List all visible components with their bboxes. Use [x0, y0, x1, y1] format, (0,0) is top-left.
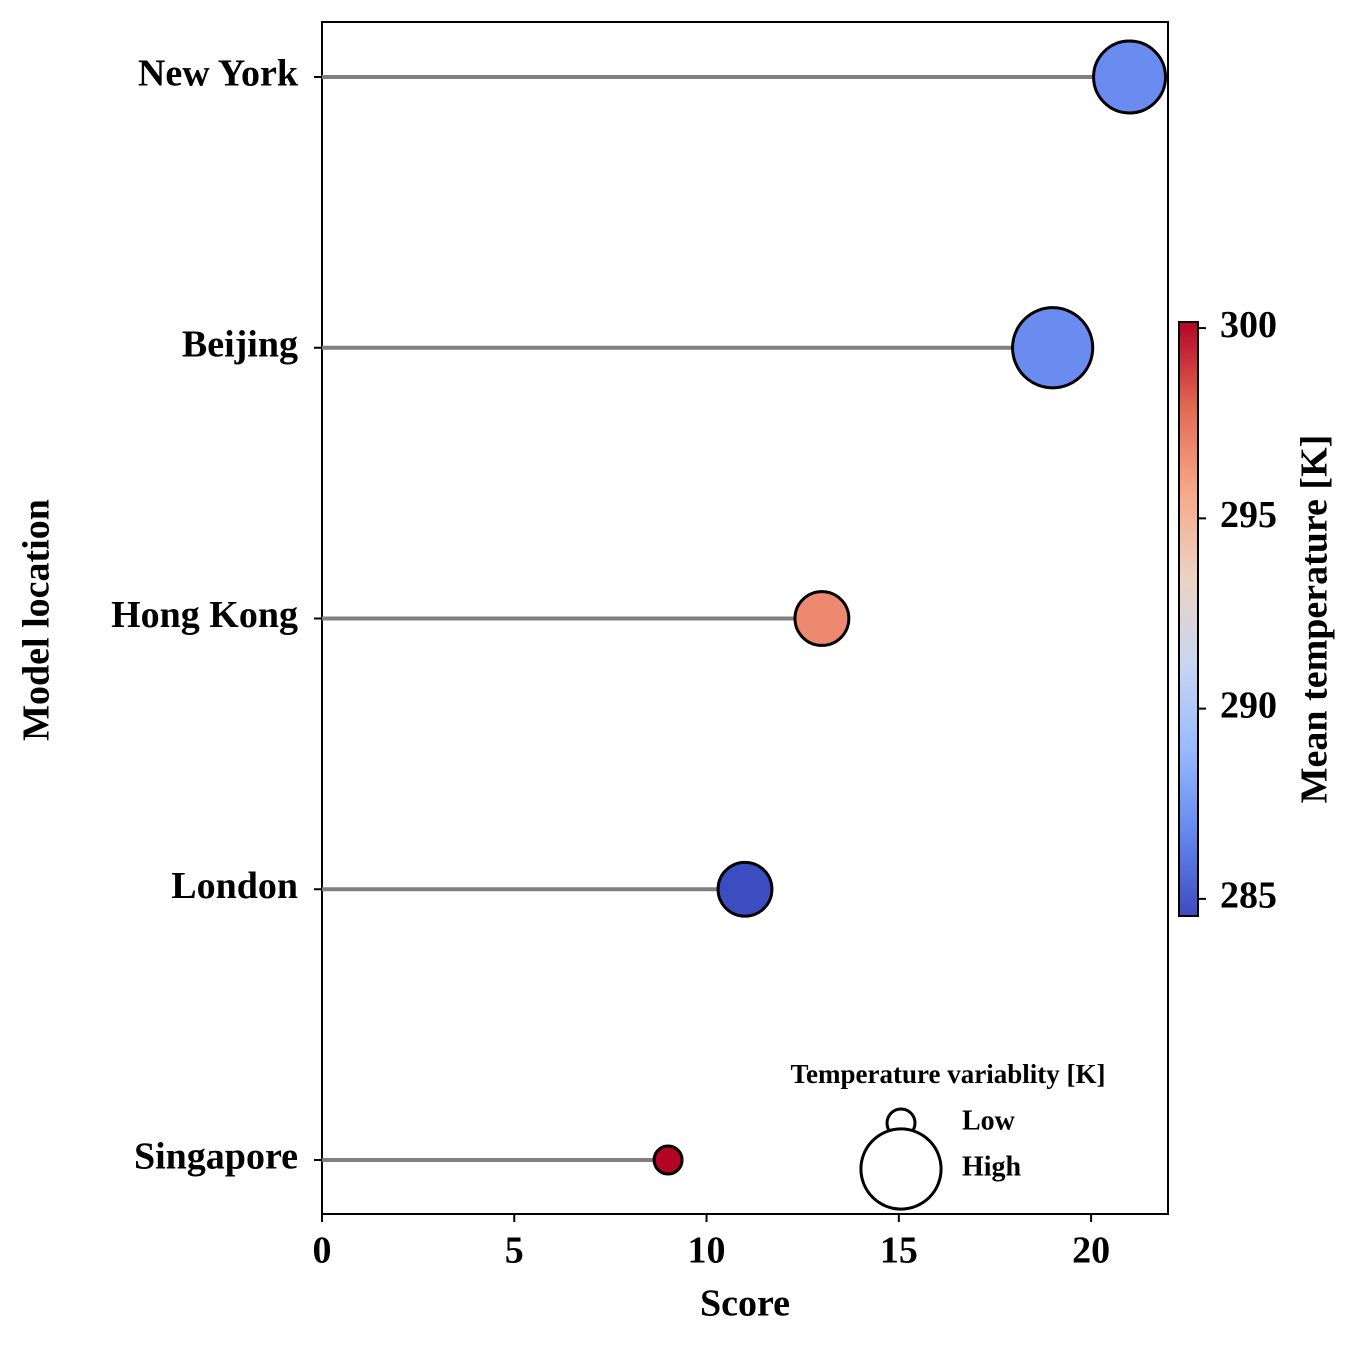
legend-marker — [859, 1127, 943, 1211]
y-tick-label: Beijing — [182, 323, 298, 365]
x-tick-label: 10 — [688, 1230, 726, 1272]
colorbar — [1178, 321, 1199, 917]
colorbar-label: Mean temperature [K] — [1294, 435, 1336, 804]
bubble — [652, 1144, 684, 1176]
legend-title: Temperature variablity [K] — [791, 1059, 1106, 1089]
x-tick-label: 15 — [880, 1230, 918, 1272]
colorbar-tick-label: 290 — [1220, 684, 1277, 726]
y-axis-label: Model location — [16, 499, 58, 741]
x-tick-label: 20 — [1072, 1230, 1110, 1272]
y-tick-label: Hong Kong — [111, 594, 298, 636]
colorbar-tick-label: 300 — [1220, 304, 1277, 346]
x-axis-label: Score — [700, 1283, 790, 1325]
x-tick-label: 0 — [313, 1230, 332, 1272]
bubble — [793, 590, 851, 647]
legend-label: Low — [962, 1105, 1016, 1136]
bubble — [1011, 306, 1095, 390]
colorbar-tick-label: 285 — [1220, 875, 1277, 917]
colorbar-tick-label: 295 — [1220, 494, 1277, 536]
y-tick-label: Singapore — [134, 1136, 298, 1178]
bubble — [1092, 39, 1168, 115]
legend-label: High — [962, 1151, 1022, 1182]
x-tick-label: 5 — [505, 1230, 524, 1272]
y-tick-label: London — [171, 865, 298, 907]
y-tick-label: New York — [138, 53, 299, 95]
bubble — [716, 860, 774, 918]
